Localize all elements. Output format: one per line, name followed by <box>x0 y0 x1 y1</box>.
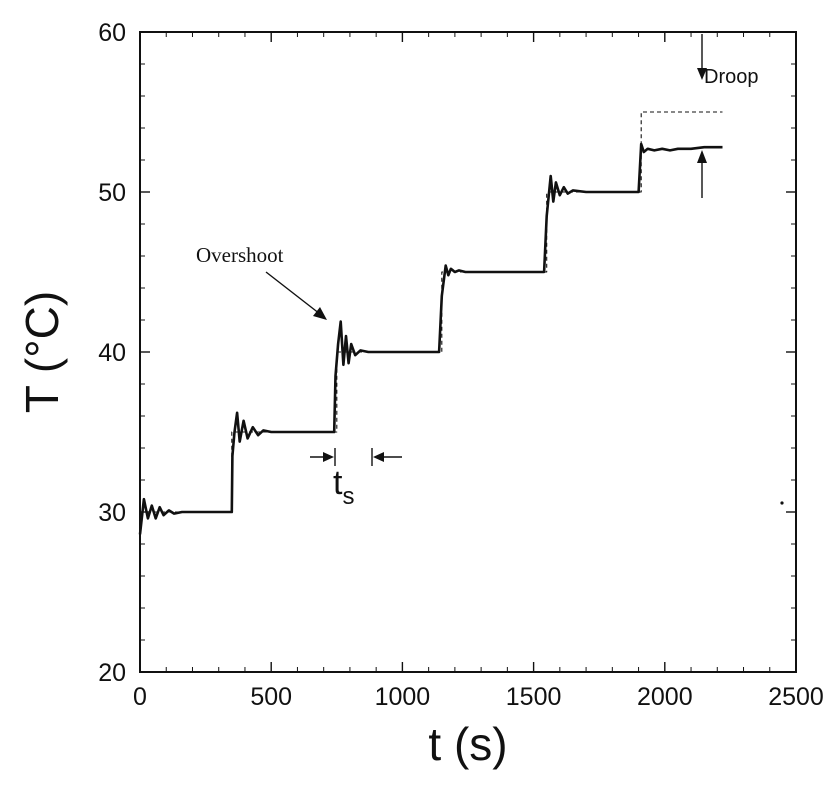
ts-label-main: t <box>333 464 343 502</box>
overshoot-arrow-head <box>313 307 327 320</box>
ts-label: ts <box>333 464 354 510</box>
x-tick-labels: 0 500 1000 1500 2000 2500 <box>133 683 824 711</box>
y-tick-label: 60 <box>98 19 126 47</box>
y-tick-labels: 20 30 40 50 60 <box>98 19 126 687</box>
setpoint-series-line <box>140 111 723 513</box>
droop-bottom-arrow-head <box>697 150 707 163</box>
tick-group <box>139 31 797 673</box>
x-axis-title: t (s) <box>428 718 507 770</box>
plot-frame <box>139 31 797 673</box>
y-axis-title: T (°C) <box>16 291 68 413</box>
y-tick-label: 40 <box>98 339 126 367</box>
overshoot-arrow-shaft <box>265 271 321 315</box>
y-tick-label: 20 <box>98 659 126 687</box>
ts-right-arrow-head <box>373 452 384 462</box>
ts-left-arrow-head <box>323 452 334 462</box>
droop-top-arrow-head <box>697 68 707 80</box>
measured-series-line <box>138 142 723 535</box>
x-tick-label: 1500 <box>506 683 562 711</box>
x-tick-label: 2000 <box>637 683 693 711</box>
y-tick-label: 30 <box>98 499 126 527</box>
series-layer <box>138 111 723 535</box>
x-tick-label: 0 <box>133 683 147 711</box>
x-tick-label: 500 <box>250 683 292 711</box>
y-tick-label: 50 <box>98 179 126 207</box>
x-tick-label: 2500 <box>768 683 824 711</box>
x-tick-label: 1000 <box>375 683 431 711</box>
overshoot-label: Overshoot <box>196 243 284 267</box>
droop-label: Droop <box>704 66 758 88</box>
ts-label-subscript: s <box>342 483 354 510</box>
stray-dot <box>780 501 784 505</box>
